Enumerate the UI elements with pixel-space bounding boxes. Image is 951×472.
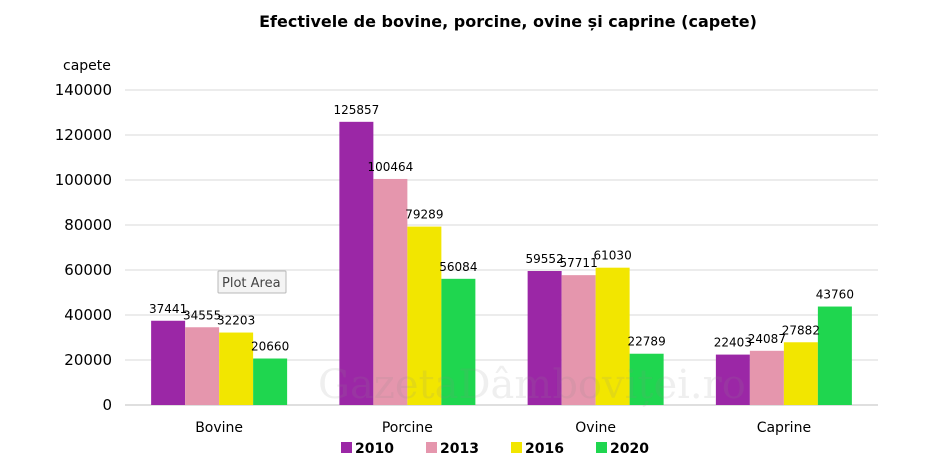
bar (407, 226, 442, 405)
legend-swatch (426, 442, 437, 453)
bar (185, 327, 220, 405)
bars (151, 121, 852, 405)
data-label: 79289 (405, 208, 443, 222)
legend-label: 2020 (610, 441, 649, 457)
data-label: 57711 (560, 256, 598, 270)
bar (219, 332, 254, 405)
bar (561, 275, 596, 405)
data-label: 37441 (149, 302, 187, 316)
y-tick-label: 60000 (64, 261, 112, 279)
y-axis-ticks: 0 20000 40000 60000 80000 100000 120000 140000 (55, 81, 112, 414)
data-label: 59552 (526, 252, 564, 266)
legend: 2010 2013 2016 2020 (341, 441, 649, 457)
bar (817, 306, 852, 405)
category-label: Ovine (575, 420, 616, 436)
data-label: 61030 (594, 249, 632, 263)
bar (373, 178, 408, 405)
category-labels: Bovine Porcine Ovine Caprine (195, 420, 811, 436)
data-label: 24087 (748, 332, 786, 346)
data-label: 22789 (628, 335, 666, 349)
legend-swatch (341, 442, 352, 453)
bar (339, 121, 374, 405)
legend-swatch (511, 442, 522, 453)
data-label: 27882 (782, 323, 820, 337)
bar (253, 358, 288, 405)
legend-swatch (596, 442, 607, 453)
data-label: 20660 (251, 340, 289, 354)
category-label: Bovine (195, 420, 243, 436)
category-label: Porcine (382, 420, 433, 436)
legend-label: 2013 (440, 441, 479, 457)
legend-label: 2010 (355, 441, 394, 457)
bar (783, 342, 818, 405)
bar (527, 271, 562, 405)
bar (441, 278, 476, 405)
bar (629, 353, 664, 405)
data-label: 22403 (714, 336, 752, 350)
bar (749, 350, 784, 405)
data-label: 32203 (217, 314, 255, 328)
y-tick-label: 80000 (64, 216, 112, 234)
chart-title: Efectivele de bovine, porcine, ovine și … (259, 12, 757, 31)
bar (595, 267, 630, 405)
bar (715, 354, 750, 405)
data-label: 34555 (183, 308, 221, 322)
y-tick-label: 100000 (55, 171, 112, 189)
tooltip-label: Plot Area (222, 276, 281, 291)
data-label: 43760 (816, 288, 854, 302)
y-axis-unit-label: capete (63, 58, 111, 74)
data-label: 56084 (439, 260, 477, 274)
legend-label: 2016 (525, 441, 564, 457)
data-label: 125857 (333, 103, 379, 117)
y-tick-label: 40000 (64, 306, 112, 324)
category-label: Caprine (757, 420, 811, 436)
plot-area-tooltip: Plot Area (217, 270, 287, 294)
y-tick-label: 140000 (55, 81, 112, 99)
bar (151, 320, 186, 405)
watermark: GazetaDâmboviței.ro (318, 362, 746, 408)
y-tick-label: 0 (102, 396, 112, 414)
y-tick-label: 20000 (64, 351, 112, 369)
data-label: 100464 (367, 160, 413, 174)
y-tick-label: 120000 (55, 126, 112, 144)
